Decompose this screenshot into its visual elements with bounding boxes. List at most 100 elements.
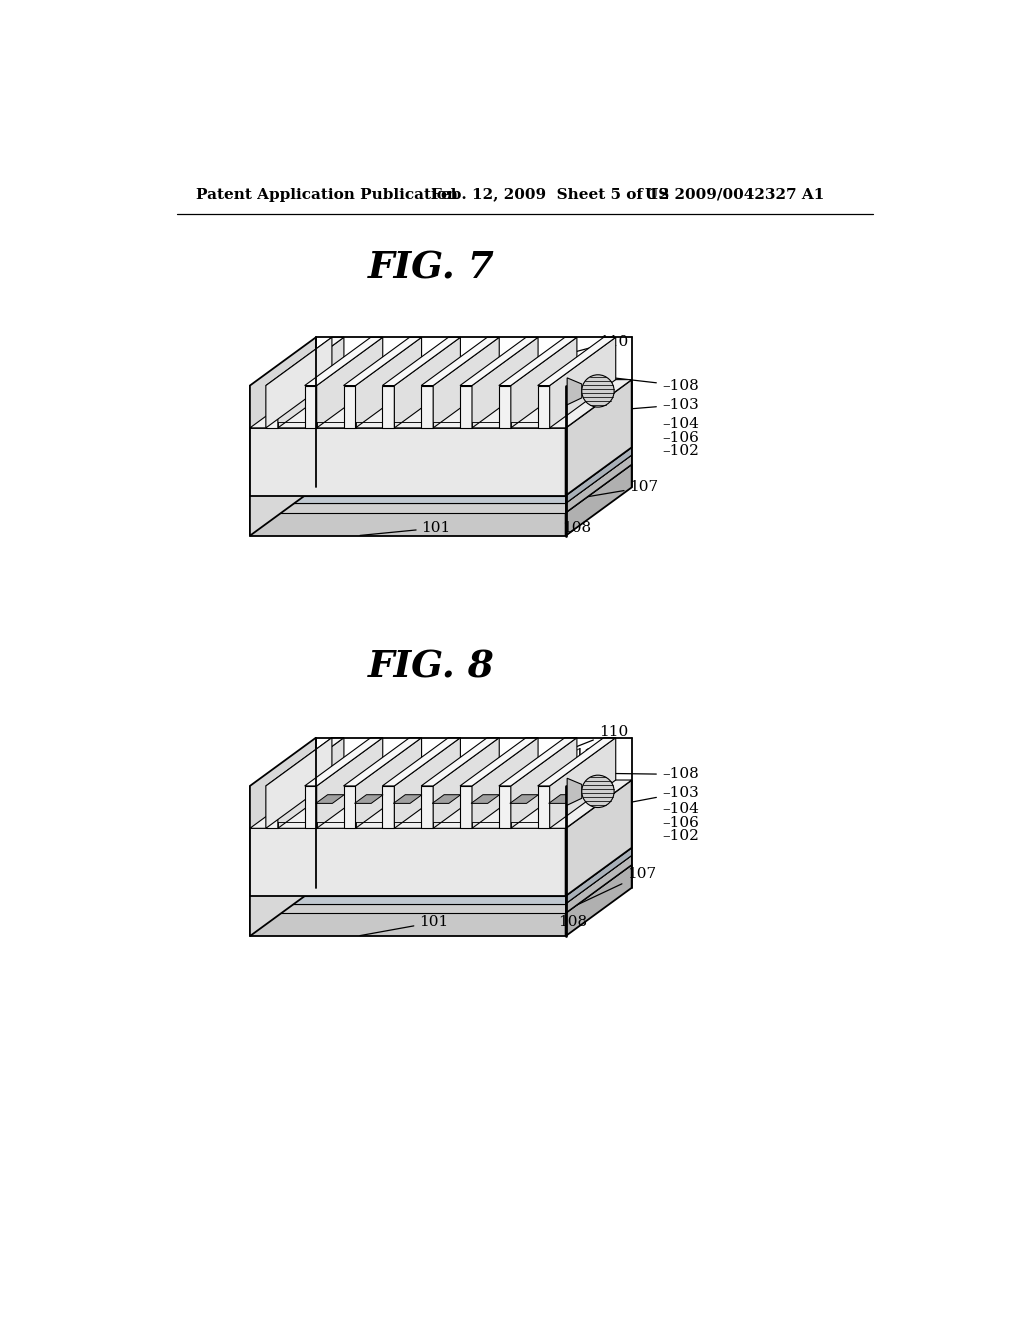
Polygon shape <box>565 380 632 496</box>
Circle shape <box>582 375 614 407</box>
Text: –113: –113 <box>435 833 523 892</box>
Text: –106: –106 <box>662 816 698 830</box>
Text: –108: –108 <box>569 767 698 781</box>
Text: 108: 108 <box>562 521 591 535</box>
Text: FIG. 7: FIG. 7 <box>368 249 495 286</box>
Text: –106: –106 <box>662 430 698 445</box>
Polygon shape <box>433 738 500 829</box>
Polygon shape <box>250 913 565 936</box>
Polygon shape <box>250 865 632 913</box>
Text: 104: 104 <box>441 391 544 446</box>
Text: 101: 101 <box>360 521 451 536</box>
Text: –102: –102 <box>662 444 698 458</box>
Polygon shape <box>538 338 615 385</box>
Text: 114: 114 <box>529 748 603 818</box>
Polygon shape <box>382 785 394 829</box>
Text: Feb. 12, 2009  Sheet 5 of 12: Feb. 12, 2009 Sheet 5 of 12 <box>431 187 670 202</box>
Polygon shape <box>565 455 632 512</box>
Polygon shape <box>266 785 278 829</box>
Polygon shape <box>250 904 565 913</box>
Polygon shape <box>565 865 632 936</box>
Polygon shape <box>250 896 565 904</box>
Polygon shape <box>538 785 550 829</box>
Polygon shape <box>432 795 461 804</box>
Polygon shape <box>565 447 632 503</box>
Polygon shape <box>499 338 577 385</box>
Text: 101: 101 <box>360 915 449 936</box>
Polygon shape <box>266 738 332 829</box>
Text: 107: 107 <box>569 480 658 500</box>
Polygon shape <box>316 338 383 428</box>
Polygon shape <box>266 385 278 428</box>
Polygon shape <box>278 738 344 829</box>
Polygon shape <box>250 738 316 936</box>
Text: –104: –104 <box>662 417 698 432</box>
Text: –104: –104 <box>662 803 698 816</box>
Text: –115: –115 <box>452 820 541 834</box>
Text: –110: –110 <box>417 846 504 900</box>
Polygon shape <box>316 738 383 829</box>
Polygon shape <box>250 428 565 496</box>
Polygon shape <box>460 738 538 785</box>
Polygon shape <box>511 738 577 829</box>
Polygon shape <box>565 780 632 896</box>
Polygon shape <box>343 385 355 428</box>
Polygon shape <box>394 738 461 829</box>
Text: 110: 110 <box>551 335 628 358</box>
Text: US 2009/0042327 A1: US 2009/0042327 A1 <box>645 187 824 202</box>
Polygon shape <box>499 738 577 785</box>
Polygon shape <box>305 338 383 385</box>
Polygon shape <box>421 338 500 385</box>
Polygon shape <box>343 338 422 385</box>
Polygon shape <box>460 385 472 428</box>
Polygon shape <box>472 738 538 829</box>
Polygon shape <box>343 738 422 785</box>
Polygon shape <box>266 338 344 385</box>
Circle shape <box>582 775 614 808</box>
Polygon shape <box>472 338 538 428</box>
Text: –110: –110 <box>426 433 530 459</box>
Polygon shape <box>343 785 355 829</box>
Polygon shape <box>250 465 632 512</box>
Polygon shape <box>315 795 344 804</box>
Polygon shape <box>382 385 394 428</box>
Polygon shape <box>565 465 632 536</box>
Polygon shape <box>460 785 472 829</box>
Polygon shape <box>499 385 511 428</box>
Polygon shape <box>567 779 582 805</box>
Polygon shape <box>565 855 632 913</box>
Text: 104: 104 <box>474 795 565 820</box>
Polygon shape <box>305 785 316 829</box>
Polygon shape <box>567 378 582 405</box>
Polygon shape <box>250 847 632 896</box>
Polygon shape <box>250 829 565 896</box>
Polygon shape <box>549 795 578 804</box>
Polygon shape <box>460 338 538 385</box>
Text: FIG. 8: FIG. 8 <box>368 648 495 685</box>
Polygon shape <box>433 338 500 428</box>
Text: –108: –108 <box>569 372 698 392</box>
Polygon shape <box>250 496 565 503</box>
Polygon shape <box>250 380 632 428</box>
Text: Patent Application Publication: Patent Application Publication <box>196 187 458 202</box>
Polygon shape <box>266 738 344 785</box>
Text: –102: –102 <box>662 829 698 843</box>
Text: 107: 107 <box>569 867 656 908</box>
Text: –113: –113 <box>480 416 583 430</box>
Polygon shape <box>471 795 500 804</box>
Polygon shape <box>421 385 433 428</box>
Polygon shape <box>250 338 316 536</box>
Polygon shape <box>278 338 344 428</box>
Polygon shape <box>266 338 332 428</box>
Polygon shape <box>305 385 316 428</box>
Polygon shape <box>565 847 632 904</box>
Polygon shape <box>250 512 565 536</box>
Polygon shape <box>538 385 550 428</box>
Polygon shape <box>250 455 632 503</box>
Text: 110: 110 <box>555 725 628 755</box>
Polygon shape <box>538 738 615 785</box>
Polygon shape <box>250 503 565 512</box>
Text: 108: 108 <box>558 915 587 936</box>
Polygon shape <box>355 338 422 428</box>
Polygon shape <box>393 795 422 804</box>
